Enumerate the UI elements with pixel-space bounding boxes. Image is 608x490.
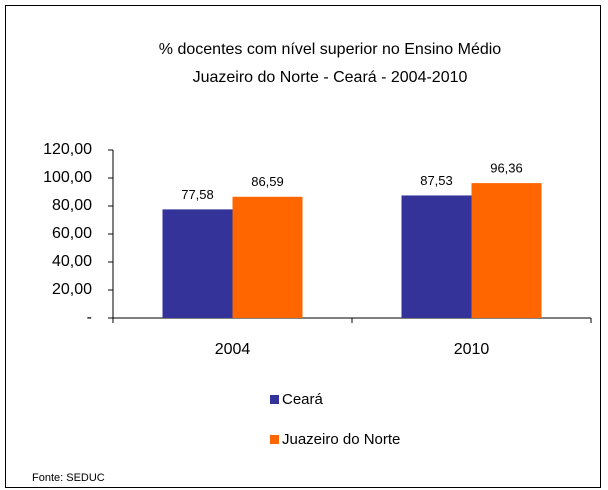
- y-tick-label: 40,00: [52, 253, 92, 270]
- data-label: 86,59: [251, 174, 284, 189]
- data-label: 87,53: [420, 173, 453, 188]
- source-note: Fonte: SEDUC: [32, 472, 105, 484]
- data-label: 96,36: [490, 161, 523, 176]
- bar: [232, 196, 303, 318]
- bar: [471, 183, 542, 318]
- x-tick-label: 2010: [454, 341, 490, 358]
- bar: [401, 195, 472, 318]
- data-label: 77,58: [181, 187, 214, 202]
- x-tick-label: 2004: [215, 341, 251, 358]
- y-tick-label: 100,00: [43, 169, 92, 186]
- y-tick-label: 60,00: [52, 225, 92, 242]
- legend-label: Ceará: [282, 391, 324, 408]
- chart-title: Juazeiro do Norte - Ceará - 2004-2010: [193, 69, 468, 86]
- legend-swatch: [270, 395, 279, 404]
- y-tick-label: 80,00: [52, 197, 92, 214]
- y-tick-label: 20,00: [52, 281, 92, 298]
- y-tick-label: 120,00: [43, 141, 92, 158]
- legend-label: Juazeiro do Norte: [282, 431, 400, 448]
- y-tick-label: -: [87, 309, 92, 326]
- bar: [162, 209, 233, 318]
- chart-title: % docentes com nível superior no Ensino …: [159, 41, 502, 58]
- legend-swatch: [270, 435, 279, 444]
